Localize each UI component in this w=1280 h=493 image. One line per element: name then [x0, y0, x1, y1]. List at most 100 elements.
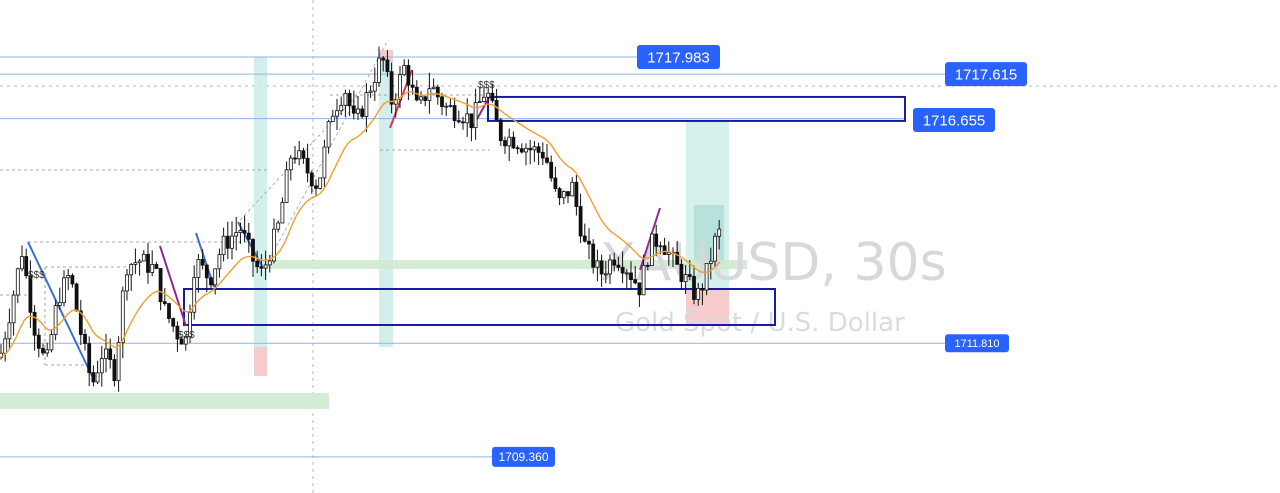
candle-body [11, 294, 16, 324]
candle-body [570, 181, 575, 197]
candle-body [238, 230, 243, 233]
candle-body [498, 119, 503, 142]
candle-body [225, 235, 230, 249]
candle-body [183, 335, 188, 345]
candle-body [574, 181, 579, 207]
candle-body [162, 301, 167, 304]
candle-body [419, 96, 423, 101]
price-label: 1717.983 [637, 45, 720, 69]
candle-body [658, 245, 663, 248]
price-label-value: 1716.655 [923, 112, 986, 129]
candle-body [650, 233, 654, 266]
candle-body [305, 157, 310, 174]
candle-body [603, 273, 608, 276]
candle-body [36, 334, 41, 349]
candle-body [364, 92, 369, 117]
candle-body [536, 146, 541, 153]
candle-body [343, 92, 348, 106]
candle-body [717, 228, 722, 237]
price-label-value: 1717.615 [955, 66, 1018, 83]
candle-body [167, 303, 171, 319]
red-column [254, 347, 267, 376]
candle-body [385, 59, 390, 73]
candle-body [713, 235, 717, 262]
candle-body [351, 105, 356, 114]
price-label-value: 1717.983 [647, 49, 710, 66]
candle-body [20, 256, 24, 270]
green-strip [265, 260, 747, 269]
candle-body [540, 151, 545, 159]
candle-body [641, 264, 646, 296]
candle-body [318, 177, 323, 189]
candle-body [503, 140, 507, 147]
candle-body [557, 188, 562, 199]
candle-body [137, 260, 142, 264]
candle-body [322, 146, 327, 179]
supply-demand-zones [183, 95, 906, 326]
candle-body [133, 262, 138, 265]
candle-body [230, 235, 234, 249]
candle-body [486, 92, 491, 98]
candle-body [95, 372, 100, 383]
candle-body [196, 259, 201, 278]
candle-body [32, 311, 37, 336]
candle-body [15, 268, 20, 296]
price-label-value: 1709.360 [498, 450, 548, 464]
candle-body [116, 342, 121, 382]
candle-body [339, 104, 344, 112]
candle-body [259, 266, 264, 269]
candle-body [45, 349, 50, 354]
candle-body [377, 57, 381, 83]
candle-body [444, 105, 449, 108]
candle-body [24, 256, 29, 277]
candle-body [561, 191, 566, 199]
candle-body [62, 277, 66, 304]
candle-body [435, 86, 440, 98]
candle-body [456, 120, 461, 123]
candle-body [99, 358, 104, 374]
candle-body [469, 113, 474, 129]
candle-body [608, 259, 612, 275]
candle-body [511, 136, 516, 149]
candle-body [7, 322, 12, 340]
candle-body [221, 235, 226, 256]
candle-body [381, 57, 386, 61]
price-label-box [945, 62, 1027, 87]
candle-body [280, 202, 285, 224]
candle-body [490, 92, 495, 101]
candle-body [519, 148, 524, 153]
candle-body [675, 251, 680, 265]
candle-body [158, 268, 163, 303]
candle-body [440, 96, 444, 107]
candle-body [666, 252, 671, 255]
candle-body [578, 206, 583, 237]
candle-body [528, 147, 533, 151]
candle-body [473, 102, 478, 129]
candle-body [356, 108, 360, 114]
candle-body [637, 282, 642, 296]
candle-body [141, 253, 146, 262]
price-label-value: 1711.810 [954, 338, 999, 350]
candle-body [595, 260, 600, 268]
candle-body [553, 177, 558, 189]
channel-guide-2 [239, 91, 361, 221]
moving-average-line [0, 91, 721, 359]
candle-body [251, 238, 255, 262]
candle-body [624, 272, 629, 275]
candle-body [120, 290, 125, 343]
candle-body [587, 240, 591, 245]
candle-body [188, 311, 192, 337]
candle-body [591, 243, 596, 268]
candle-body [452, 105, 457, 122]
candle-body [284, 169, 289, 203]
price-label: 1711.810 [945, 334, 1009, 353]
lower-zone-box [183, 288, 776, 326]
candle-body [83, 334, 87, 344]
candle-body [645, 264, 650, 267]
candle-body [708, 260, 713, 264]
candle-body [402, 65, 407, 76]
candle-body [150, 264, 155, 273]
candle-body [263, 264, 268, 269]
candle-body [620, 266, 625, 274]
